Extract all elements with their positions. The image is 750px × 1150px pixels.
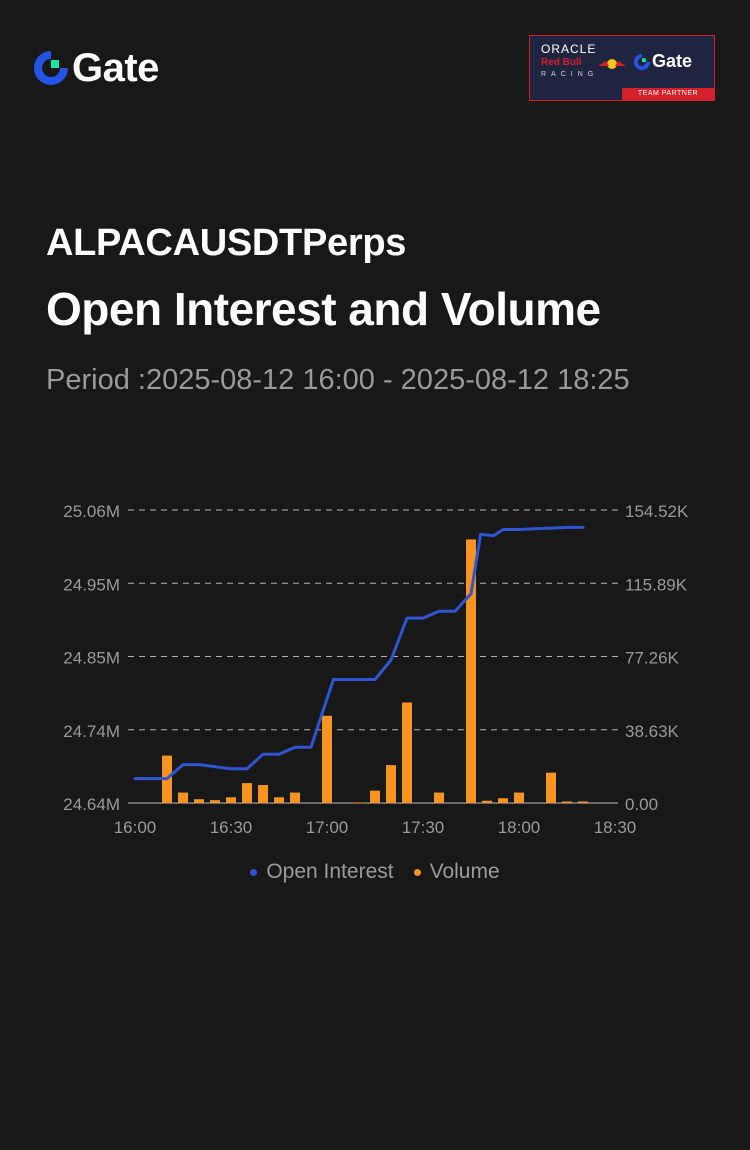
volume-bar: [546, 772, 556, 803]
x-tick-label: 16:30: [210, 818, 253, 837]
volume-bar: [226, 797, 236, 803]
gate-logo: Gate: [34, 48, 159, 88]
x-tick-label: 16:00: [114, 818, 157, 837]
left-y-tick-label: 24.64M: [63, 795, 120, 814]
legend-volume[interactable]: Volume: [413, 860, 500, 884]
partner-gate-text: Gate: [652, 51, 693, 71]
open-interest-line-group: [133, 525, 585, 781]
volume-bar: [386, 765, 396, 803]
volume-bar: [402, 702, 412, 803]
partner-strip: TEAM PARTNER: [622, 88, 714, 100]
volume-bar: [562, 801, 572, 803]
partner-badge: ORACLE Red Bull RACING Gate TEAM PARTNER: [529, 35, 715, 101]
open-interest-dot-icon: [250, 868, 258, 876]
right-y-tick-label: 38.63K: [625, 722, 680, 741]
volume-dot-icon: [413, 868, 421, 876]
chart-grid: [128, 509, 618, 804]
legend-volume-label: Volume: [429, 860, 500, 883]
left-y-tick-label: 25.06M: [63, 502, 120, 521]
volume-bar: [514, 792, 524, 803]
symbol-title: ALPACAUSDTPerps: [46, 222, 407, 264]
volume-bar: [258, 784, 268, 803]
left-y-tick-label: 24.74M: [63, 722, 120, 741]
partner-gate-icon: [634, 53, 650, 70]
volume-bar: [370, 790, 380, 803]
right-y-tick-label: 0.00: [625, 795, 658, 814]
partner-racing-text: RACING: [541, 71, 599, 78]
volume-bar: [466, 539, 476, 803]
bull-icon: [598, 59, 626, 69]
gate-logo-icon: [34, 51, 68, 85]
open-interest-line: [133, 525, 585, 781]
chart-title: Open Interest and Volume: [46, 283, 601, 335]
chart-legend: Open Interest Volume: [0, 860, 750, 884]
volume-bar: [322, 715, 332, 803]
left-y-tick-label: 24.85M: [63, 649, 120, 668]
x-tick-label: 17:00: [306, 818, 349, 837]
x-tick-label: 18:30: [594, 818, 637, 837]
volume-bar: [178, 792, 188, 803]
legend-open-interest-label: Open Interest: [266, 860, 394, 883]
volume-bar: [354, 802, 364, 804]
gate-logo-text: Gate: [72, 46, 159, 90]
volume-bars: [162, 539, 588, 804]
volume-bar: [274, 797, 284, 803]
chart: 24.64M 0.00 24.74M 38.63K 24.85M 77.26K 24.95M…: [63, 502, 689, 837]
x-tick-label: 18:00: [498, 818, 541, 837]
right-y-tick-label: 77.26K: [625, 649, 680, 668]
partner-redbull-text: Red Bull: [541, 57, 582, 68]
volume-bar: [498, 798, 508, 803]
left-y-tick-label: 24.95M: [63, 575, 120, 594]
right-y-tick-label: 154.52K: [625, 502, 689, 521]
volume-bar: [194, 799, 204, 803]
volume-bar: [210, 800, 220, 803]
volume-bar: [290, 792, 300, 803]
volume-bar: [578, 801, 588, 803]
volume-bar: [482, 800, 492, 803]
period-text: Period :2025-08-12 16:00 - 2025-08-12 18…: [46, 364, 630, 396]
x-tick-label: 17:30: [402, 818, 445, 837]
right-y-tick-label: 115.89K: [625, 575, 688, 594]
volume-bar: [242, 783, 252, 803]
volume-bar: [434, 792, 444, 803]
partner-gate-logo: Gate: [634, 51, 692, 72]
partner-oracle-text: ORACLE: [541, 42, 597, 56]
axis-labels: 24.64M 0.00 24.74M 38.63K 24.85M 77.26K 24.95M…: [63, 502, 689, 837]
legend-open-interest[interactable]: Open Interest: [250, 860, 394, 884]
